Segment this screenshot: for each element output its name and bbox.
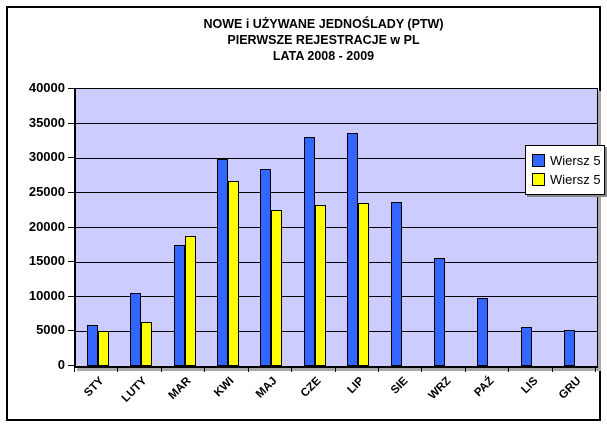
bar-gru-series1	[564, 330, 576, 366]
y-axis-tick	[68, 157, 74, 159]
y-axis-tick-label: 25000	[28, 183, 65, 199]
x-axis-tick	[247, 367, 249, 372]
y-axis-tick	[68, 191, 74, 193]
chart-title-line-1: NOWE i UŻYWANE JEDNOŚLADY (PTW)	[203, 17, 444, 31]
x-axis-tick	[117, 367, 119, 372]
legend-item: Wiersz 5	[532, 170, 601, 189]
x-axis-tick	[334, 367, 336, 372]
bar-sty-series1	[86, 325, 98, 366]
x-axis-tick	[204, 367, 206, 372]
x-axis-tick	[421, 367, 423, 372]
gridline	[76, 157, 597, 159]
y-axis-tick	[68, 226, 74, 228]
x-axis-tick	[551, 367, 553, 372]
legend-swatch-blue	[532, 154, 545, 167]
gridline	[76, 330, 597, 332]
y-axis-tick-label: 30000	[28, 149, 65, 165]
bar-luty-series2	[141, 321, 153, 366]
category-group-kwi	[206, 89, 249, 366]
chart-title: NOWE i UŻYWANE JEDNOŚLADY (PTW) PIERWSZE…	[48, 16, 599, 64]
x-axis-tick	[464, 367, 466, 372]
category-group-lip	[337, 89, 380, 366]
category-group-paź	[467, 89, 510, 366]
gridline	[76, 123, 597, 125]
y-axis-tick-label: 5000	[36, 322, 65, 338]
y-axis-tick-label: 10000	[28, 287, 65, 303]
category-group-maj	[250, 89, 293, 366]
bar-sty-series2	[97, 331, 109, 366]
category-group-luty	[119, 89, 162, 366]
y-axis-tick	[68, 330, 74, 332]
category-group-sie	[380, 89, 423, 366]
legend-label: Wiersz 5	[550, 153, 601, 168]
x-axis-tick	[291, 367, 293, 372]
y-axis-tick-label: 35000	[28, 114, 65, 130]
gridline	[76, 296, 597, 298]
y-axis-tick	[68, 88, 74, 89]
legend-swatch-yellow	[532, 173, 545, 186]
bar-sie-series1	[390, 201, 402, 366]
bar-lip-series1	[347, 132, 359, 366]
legend: Wiersz 5 Wiersz 5	[525, 145, 605, 195]
y-axis-tick	[68, 295, 74, 297]
bar-maj-series1	[260, 168, 272, 366]
chart-title-line-2: PIERWSZE REJESTRACJE w PL	[227, 33, 420, 47]
x-axis-tick	[377, 367, 379, 372]
y-axis-tick-label: 40000	[28, 80, 65, 95]
x-axis-tick	[160, 367, 162, 372]
bar-luty-series1	[130, 293, 142, 366]
x-axis-tick	[508, 367, 510, 372]
y-axis-tick-label: 15000	[28, 253, 65, 269]
legend-label: Wiersz 5	[550, 172, 601, 187]
bar-paź-series1	[477, 298, 489, 366]
gridline	[76, 261, 597, 263]
gridline	[76, 227, 597, 228]
bar-kwi-series1	[216, 158, 228, 366]
bar-mar-series2	[184, 235, 196, 366]
bar-maj-series2	[271, 209, 283, 366]
category-group-lis	[510, 89, 553, 366]
bar-lis-series1	[520, 326, 532, 366]
bar-cze-series1	[303, 136, 315, 366]
legend-item: Wiersz 5	[532, 151, 601, 170]
bar-mar-series1	[173, 244, 185, 366]
category-group-gru	[554, 89, 597, 366]
bar-kwi-series2	[227, 181, 239, 366]
category-group-mar	[163, 89, 206, 366]
category-group-sty	[76, 89, 119, 366]
category-group-wrz	[423, 89, 466, 366]
plot-area	[74, 88, 598, 368]
category-group-cze	[293, 89, 336, 366]
gridline	[76, 192, 597, 194]
bar-cze-series2	[314, 204, 326, 366]
bar-wrz-series1	[434, 257, 446, 366]
bar-lip-series2	[358, 203, 370, 366]
y-axis-tick-label: 0	[57, 357, 65, 372]
y-axis-tick	[68, 365, 74, 366]
y-axis-tick	[68, 122, 74, 124]
chart-frame: NOWE i UŻYWANE JEDNOŚLADY (PTW) PIERWSZE…	[6, 6, 605, 421]
chart-title-line-3: LATA 2008 - 2009	[272, 49, 375, 63]
y-axis-tick	[68, 261, 74, 263]
y-axis-tick-label: 20000	[28, 218, 65, 234]
x-axis-tick	[74, 367, 75, 372]
x-axis-tick	[595, 367, 596, 372]
